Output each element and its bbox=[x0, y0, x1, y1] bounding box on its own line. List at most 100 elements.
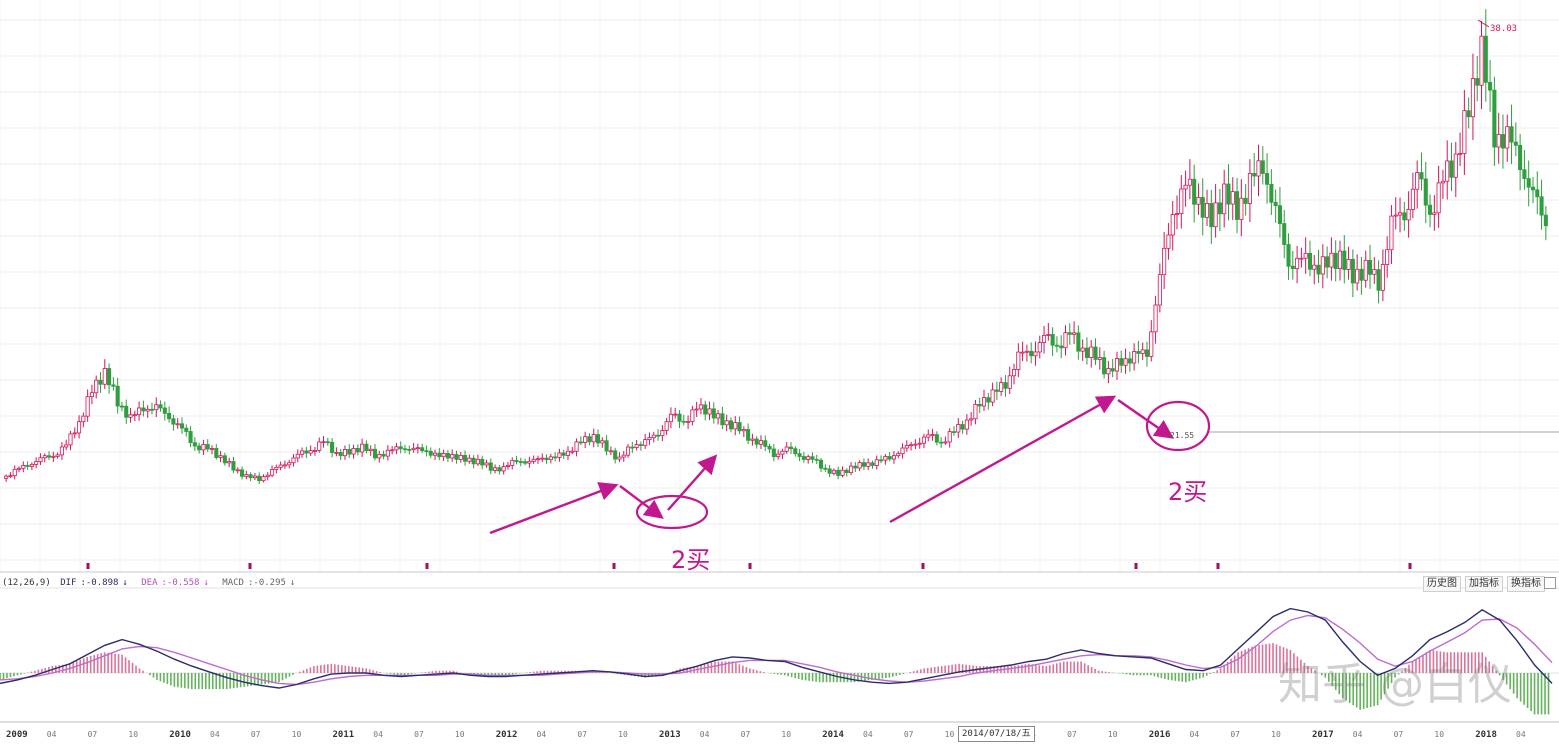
candle bbox=[574, 441, 579, 452]
candle bbox=[98, 379, 103, 385]
candle bbox=[1522, 169, 1527, 179]
add-indicator-button[interactable]: 加指标 bbox=[1465, 576, 1503, 592]
candle bbox=[951, 431, 957, 434]
candle bbox=[750, 438, 755, 441]
candle bbox=[535, 458, 540, 461]
candle bbox=[428, 450, 433, 456]
indicator-toolbar: 历史图 加指标 换指标 bbox=[1423, 576, 1545, 592]
x-tick-label: 10 bbox=[781, 730, 791, 739]
candle bbox=[638, 444, 643, 447]
candle bbox=[167, 412, 172, 420]
candle bbox=[793, 448, 798, 455]
candle bbox=[690, 409, 695, 422]
macd-params: (12,26,9) bbox=[2, 578, 51, 588]
candle bbox=[866, 462, 871, 467]
x-tick-label: 07 bbox=[741, 730, 751, 739]
candle bbox=[728, 420, 733, 430]
candle bbox=[1333, 252, 1338, 270]
candle bbox=[583, 436, 588, 443]
event-marker bbox=[921, 563, 925, 569]
x-tick-label: 07 bbox=[414, 730, 424, 739]
candle bbox=[291, 457, 296, 464]
candle bbox=[973, 403, 978, 420]
candle bbox=[969, 418, 974, 421]
down-arrow-icon: ↓ bbox=[203, 578, 209, 588]
dif-line bbox=[0, 607, 1553, 689]
close-panel-icon[interactable] bbox=[1544, 577, 1556, 589]
candle bbox=[300, 450, 305, 455]
candle bbox=[617, 456, 622, 460]
watermark: 知乎 @白仪 bbox=[1278, 659, 1512, 710]
candle bbox=[252, 475, 257, 479]
event-marker bbox=[248, 563, 252, 569]
candle bbox=[184, 427, 189, 432]
candle bbox=[197, 445, 202, 451]
candle bbox=[1076, 332, 1081, 352]
candle bbox=[1398, 212, 1403, 216]
candle bbox=[1428, 204, 1433, 215]
candle bbox=[377, 453, 382, 459]
candle bbox=[724, 420, 729, 426]
candle bbox=[21, 465, 26, 469]
candle bbox=[1453, 153, 1458, 178]
candle bbox=[244, 474, 249, 477]
candle bbox=[891, 455, 896, 460]
candle bbox=[587, 436, 592, 443]
dea-value: -0.558 bbox=[166, 578, 200, 588]
candle bbox=[716, 413, 721, 419]
candle bbox=[1037, 342, 1042, 353]
candle bbox=[162, 407, 167, 414]
candle bbox=[480, 458, 485, 466]
candle bbox=[1226, 183, 1231, 205]
candle bbox=[85, 396, 90, 417]
candle bbox=[1042, 334, 1047, 343]
candle bbox=[1307, 252, 1312, 270]
candle bbox=[505, 464, 510, 467]
dea-label: DEA bbox=[141, 578, 158, 588]
candle bbox=[330, 441, 335, 453]
candle bbox=[857, 462, 862, 469]
candle bbox=[115, 385, 120, 407]
candle bbox=[1110, 368, 1115, 372]
candle bbox=[484, 462, 489, 466]
candle bbox=[347, 449, 352, 455]
candle bbox=[1299, 257, 1304, 260]
event-marker bbox=[1408, 563, 1412, 569]
candle bbox=[1114, 358, 1119, 372]
candle bbox=[1449, 160, 1454, 178]
switch-indicator-button[interactable]: 换指标 bbox=[1507, 576, 1545, 592]
candle bbox=[827, 468, 832, 474]
candle bbox=[16, 467, 22, 470]
candle bbox=[981, 397, 987, 407]
dif-value: -0.898 bbox=[85, 578, 119, 588]
candle bbox=[1355, 268, 1360, 284]
candle bbox=[1093, 346, 1098, 360]
candle bbox=[570, 450, 575, 453]
candle bbox=[132, 414, 137, 417]
candle bbox=[1222, 183, 1227, 215]
candle bbox=[334, 452, 339, 454]
candle bbox=[600, 440, 605, 444]
candle bbox=[1239, 197, 1244, 220]
candle bbox=[960, 424, 965, 430]
history-chart-button[interactable]: 历史图 bbox=[1423, 576, 1461, 592]
candle bbox=[102, 368, 107, 385]
candle bbox=[943, 441, 948, 444]
candle bbox=[664, 421, 669, 431]
x-tick-label: 10 bbox=[1434, 730, 1444, 739]
candle bbox=[1166, 234, 1171, 249]
candle bbox=[454, 454, 459, 460]
candle bbox=[630, 446, 635, 449]
candle bbox=[351, 447, 356, 455]
candle bbox=[849, 465, 854, 474]
candle bbox=[1050, 334, 1055, 346]
candle bbox=[64, 444, 69, 448]
candle bbox=[1140, 349, 1145, 354]
x-tick-label: 04 bbox=[1516, 730, 1526, 739]
candle bbox=[94, 379, 99, 394]
candle bbox=[312, 450, 317, 452]
trend-arrow-5 bbox=[1117, 399, 1174, 439]
candle bbox=[381, 453, 386, 457]
candle bbox=[591, 434, 596, 443]
